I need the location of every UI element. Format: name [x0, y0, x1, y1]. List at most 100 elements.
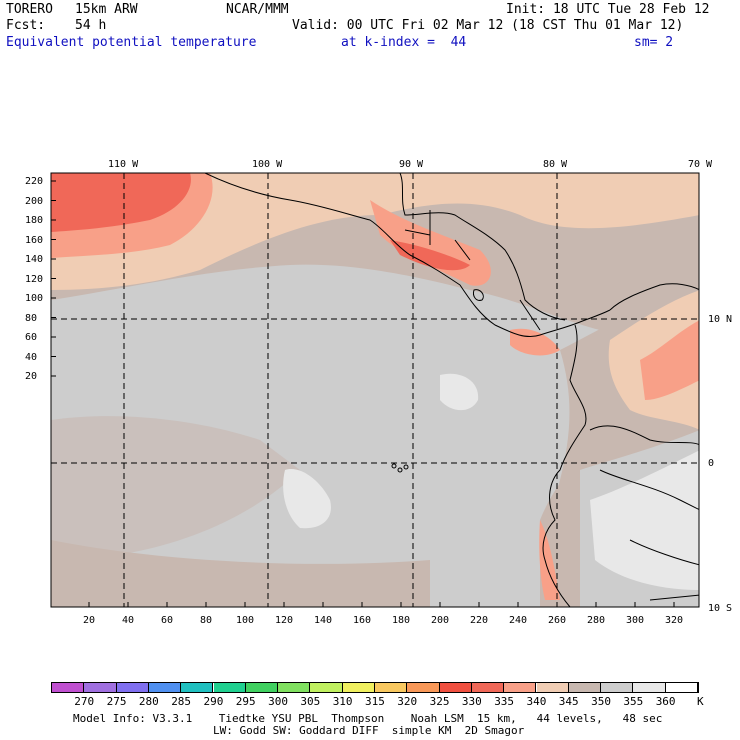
x-tick-label: 20 — [83, 615, 96, 626]
colorbar-label: 335 — [494, 695, 515, 708]
y-tick-label: 180 — [25, 215, 44, 226]
colorbar-label: 350 — [591, 695, 611, 708]
red-northwest — [51, 173, 191, 232]
y-tick-label: 60 — [25, 332, 38, 343]
colorbar-label: 290 — [203, 695, 224, 708]
model-resolution: 15km ARW — [75, 2, 138, 17]
x-tick-label: 40 — [122, 615, 135, 626]
colorbar-label: 310 — [332, 695, 353, 708]
tan-patch — [51, 416, 300, 560]
colorbar-cell — [84, 683, 117, 692]
lat-label-10n: 10 N — [708, 314, 733, 325]
colorbar-cell — [52, 683, 85, 692]
y-tick-label: 200 — [25, 195, 44, 207]
graticule — [51, 173, 699, 607]
country-borders — [404, 210, 541, 331]
fcst-value: 54 h — [75, 18, 107, 33]
x-tick-label: 260 — [548, 615, 567, 626]
field-name: Equivalent potential temperature — [6, 35, 257, 50]
field-shading — [51, 173, 699, 607]
colorbar-label: 300 — [268, 695, 288, 708]
colorbar-label: 280 — [138, 695, 159, 708]
smoothing: sm= 2 — [634, 35, 674, 50]
colorbar-cell — [148, 683, 182, 692]
init-time: Init: 18 UTC Tue 28 Feb 12 — [506, 2, 710, 17]
colorbar-cell — [536, 683, 569, 692]
x-tick-label: 60 — [161, 615, 174, 626]
colorbar-cell — [116, 683, 149, 692]
south-america-pacific-coast — [542, 324, 587, 607]
colorbar-cell — [375, 683, 408, 692]
lon-label-70w: 70 W — [688, 159, 713, 170]
x-tick-label: 300 — [626, 615, 645, 626]
x-ticks — [88, 602, 675, 607]
colorbar-label: 360 — [655, 695, 676, 708]
y-tick-label: 80 — [25, 312, 38, 324]
colorbar-unit: K — [697, 695, 704, 708]
colorbar-label: 305 — [300, 695, 321, 708]
y-tick-label: 220 — [25, 176, 44, 187]
y-tick-label: 160 — [25, 234, 44, 246]
x-tick-label: 120 — [275, 615, 294, 626]
colorbar-cell — [310, 683, 343, 692]
galapagos-island-2 — [397, 467, 403, 473]
y-ticks — [51, 180, 56, 377]
red-central — [390, 240, 470, 271]
colorbar-cell — [181, 683, 214, 692]
lon-label-110w: 110 W — [108, 159, 139, 170]
colorbar-label: 275 — [106, 695, 127, 708]
y-tick-label: 20 — [25, 371, 38, 382]
colorbar-cell — [407, 683, 440, 692]
colorbar-cell — [568, 683, 602, 692]
central-america-pacific-coast — [204, 173, 611, 338]
valid-time: Valid: 00 UTC Fri 02 Mar 12 (18 CST Thu … — [292, 18, 684, 33]
model-name: TORERO — [6, 2, 53, 17]
x-tick-label: 280 — [587, 615, 606, 626]
x-tick-label: 80 — [200, 615, 213, 626]
lon-label-90w: 90 W — [399, 159, 424, 170]
colorbar-cell — [342, 683, 375, 692]
colorbar-label: 295 — [235, 695, 256, 708]
colorbar-label: 315 — [365, 695, 385, 708]
colorbar-label: 345 — [558, 695, 579, 708]
plot-frame — [50, 172, 700, 608]
colorbar-cell — [278, 683, 311, 692]
colorbar-cell — [504, 683, 537, 692]
colorbar-label: 355 — [623, 695, 644, 708]
colombia-caribbean-coast — [609, 283, 699, 311]
x-tick-label: 220 — [470, 615, 489, 626]
x-tick-label: 200 — [431, 615, 450, 626]
x-tick-label: 180 — [392, 615, 411, 626]
galapagos-island-1 — [391, 463, 397, 469]
coastlines — [204, 173, 699, 607]
galapagos-island-3 — [403, 464, 409, 470]
model-info-line1: Model Info: V3.3.1 Tiedtke YSU PBL Thomp… — [73, 712, 663, 725]
level-index: at k-index = 44 — [341, 35, 467, 50]
central-america-caribbean-coast — [399, 173, 566, 321]
lat-label-10s: 10 S — [708, 603, 733, 614]
colorbar-cell — [245, 683, 279, 692]
colorbar-cell — [633, 683, 666, 692]
colorbar-label: 325 — [429, 695, 450, 708]
model-info-line2: LW: Godd SW: Goddard DIFF simple KM 2D S… — [213, 724, 525, 737]
x-tick-label: 160 — [353, 615, 372, 626]
y-tick-label: 120 — [25, 273, 44, 285]
tan-south — [51, 540, 430, 607]
light-patch-1 — [440, 373, 479, 411]
white-andes — [590, 450, 699, 590]
lon-label-80w: 80 W — [543, 159, 568, 170]
lake-nicaragua — [473, 289, 484, 301]
colorbar-cell — [601, 683, 634, 692]
x-tick-label: 240 — [509, 615, 528, 626]
colorbar-cell — [439, 683, 472, 692]
y-tick-label: 140 — [25, 254, 44, 265]
salmon-southamerica — [640, 320, 699, 400]
colorbar-label: 285 — [171, 695, 192, 708]
colorbar-label: 270 — [74, 695, 95, 708]
colorbar — [51, 682, 699, 693]
south-america-borders — [589, 425, 699, 601]
colorbar-cell — [471, 683, 505, 692]
colorbar-cell — [213, 683, 246, 692]
colorbar-label: 330 — [461, 695, 482, 708]
salmon-coast — [539, 520, 560, 600]
